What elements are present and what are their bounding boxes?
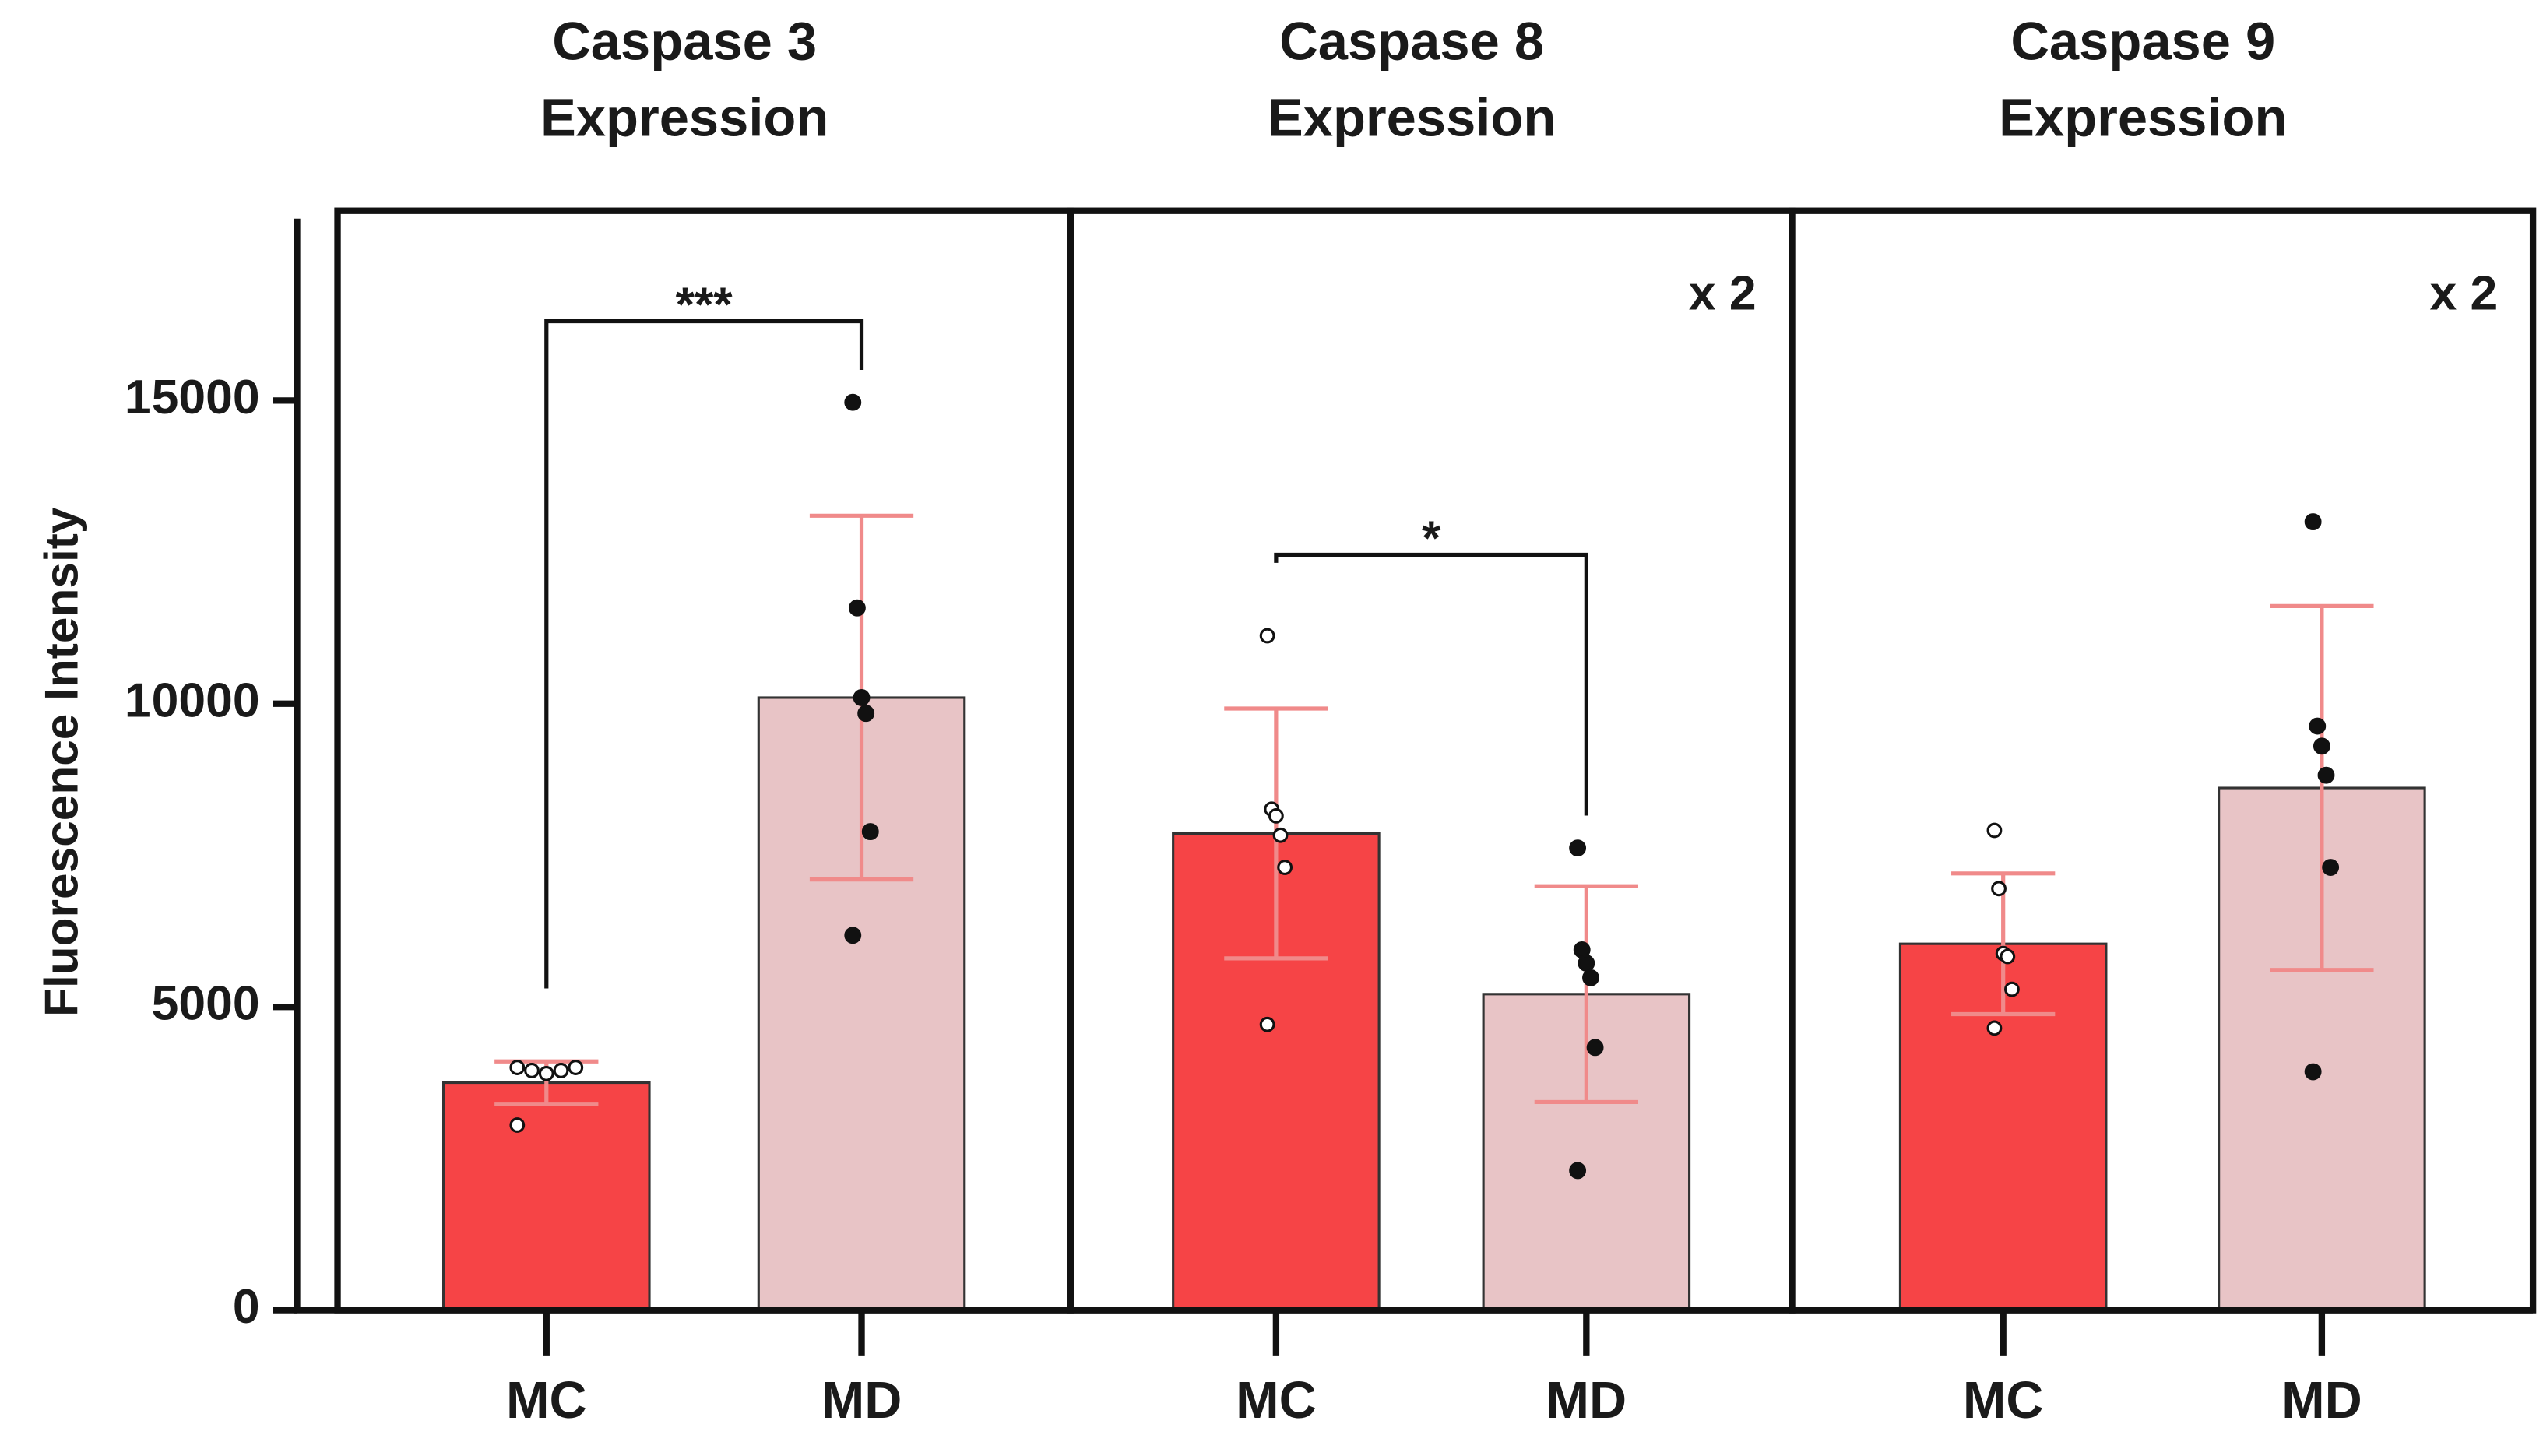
data-point bbox=[1991, 881, 2007, 897]
data-point bbox=[1586, 1039, 1604, 1057]
data-point bbox=[857, 705, 875, 723]
annotation: x 2 bbox=[1689, 266, 1757, 321]
data-point bbox=[1582, 969, 1599, 986]
data-point bbox=[2317, 766, 2335, 784]
data-point bbox=[2304, 513, 2322, 531]
data-point bbox=[1272, 827, 1289, 843]
significance-bracket bbox=[1274, 552, 1588, 816]
y-tick-label: 10000 bbox=[125, 673, 260, 727]
bar bbox=[1172, 832, 1381, 1312]
data-point bbox=[1578, 955, 1595, 972]
significance-bracket bbox=[544, 318, 864, 989]
data-point bbox=[1259, 1016, 1275, 1032]
data-point bbox=[2322, 859, 2340, 876]
data-point bbox=[844, 393, 862, 411]
panel-title: Expression bbox=[540, 87, 828, 147]
error-bar bbox=[1951, 871, 2056, 1017]
data-point bbox=[1986, 822, 2003, 839]
data-point bbox=[509, 1117, 526, 1133]
data-point bbox=[2000, 948, 2016, 965]
data-point bbox=[1277, 860, 1293, 875]
data-point bbox=[861, 823, 879, 841]
bar bbox=[441, 1081, 651, 1312]
data-point bbox=[553, 1063, 569, 1078]
y-tick-label: 15000 bbox=[125, 370, 260, 424]
data-point bbox=[1259, 628, 1275, 644]
data-point bbox=[2313, 737, 2330, 755]
panel-title: Caspase 8 bbox=[1279, 11, 1544, 71]
data-point bbox=[848, 599, 866, 617]
significance-label: * bbox=[1422, 511, 1441, 565]
data-point bbox=[524, 1063, 540, 1078]
data-point bbox=[1986, 1020, 2003, 1036]
y-tick-label: 5000 bbox=[152, 976, 260, 1031]
y-tick-label: 0 bbox=[233, 1279, 260, 1334]
x-tick-label: MC bbox=[1236, 1372, 1317, 1430]
data-point bbox=[844, 927, 862, 944]
panel-title: Expression bbox=[1268, 87, 1556, 147]
data-point bbox=[1569, 839, 1587, 857]
data-point bbox=[2304, 1063, 2322, 1081]
x-tick-label: MC bbox=[1963, 1372, 2044, 1430]
data-point bbox=[509, 1060, 526, 1075]
data-point bbox=[1569, 1162, 1587, 1180]
panel-title: Expression bbox=[1999, 87, 2287, 147]
error-bar bbox=[2270, 603, 2374, 972]
x-tick-label: MC bbox=[506, 1372, 587, 1430]
error-bar bbox=[1534, 884, 1638, 1105]
annotation: x 2 bbox=[2429, 266, 2497, 321]
x-tick-label: MD bbox=[2281, 1372, 2362, 1430]
data-point bbox=[2004, 981, 2020, 997]
data-point bbox=[853, 689, 871, 706]
x-tick-label: MD bbox=[1546, 1372, 1627, 1430]
data-point bbox=[538, 1065, 554, 1081]
data-point bbox=[1268, 807, 1284, 824]
panel-title: Caspase 3 bbox=[552, 11, 817, 71]
data-point bbox=[568, 1060, 584, 1075]
data-point bbox=[2309, 717, 2327, 735]
x-tick-label: MD bbox=[821, 1372, 902, 1430]
panel-title: Caspase 9 bbox=[2010, 11, 2275, 71]
significance-label: *** bbox=[676, 277, 733, 332]
y-axis-label: Fluorescence Intensity bbox=[35, 507, 88, 1017]
